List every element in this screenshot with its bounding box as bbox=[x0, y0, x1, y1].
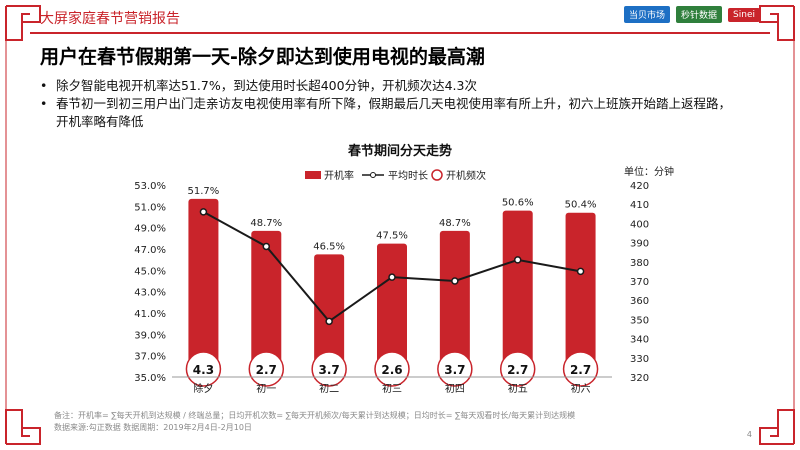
chart-title: 春节期间分天走势 bbox=[347, 144, 452, 159]
bar-value-label: 48.7% bbox=[439, 218, 471, 229]
left-axis-tick-label: 51.0% bbox=[134, 202, 166, 213]
avg-duration-point bbox=[388, 273, 396, 281]
left-axis-tick-label: 49.0% bbox=[134, 224, 166, 235]
slide-title: 用户在春节假期第一天-除夕即达到使用电视的最高潮 bbox=[40, 46, 485, 68]
dangbei-logo: 当贝市场 bbox=[624, 6, 671, 23]
bullet-text: 除夕智能电视开机率达51.7%，到达使用时长超400分钟，开机频次达4.3次 bbox=[56, 78, 477, 93]
left-axis-tick-label: 45.0% bbox=[134, 266, 166, 277]
avg-duration-point bbox=[513, 256, 522, 264]
category-label: 初一 bbox=[256, 382, 276, 395]
right-axis-tick-label: 400 bbox=[630, 219, 649, 230]
right-axis-tick-label: 390 bbox=[630, 239, 649, 250]
avg-duration-point bbox=[199, 208, 208, 216]
left-axis-tick-label: 41.0% bbox=[134, 309, 166, 320]
avg-duration-point bbox=[262, 242, 271, 251]
bar-value-label: 47.5% bbox=[376, 231, 408, 242]
category-label: 初五 bbox=[508, 382, 528, 395]
right-axis-tick-label: 370 bbox=[630, 277, 649, 288]
legend-label: 开机频次 bbox=[446, 169, 486, 182]
category-label: 初二 bbox=[319, 382, 339, 395]
partner-logos: 当贝市场 秒针数据 Sinei bbox=[624, 6, 760, 23]
legend-label: 开机率 bbox=[324, 169, 354, 182]
left-axis-tick-label: 43.0% bbox=[134, 288, 166, 299]
bar-value-label: 50.4% bbox=[565, 200, 597, 211]
category-label: 初三 bbox=[382, 382, 402, 395]
avg-duration-point bbox=[576, 267, 585, 276]
footer-source: 数据来源:勾正数据 数据周期：2019年2月4日-2月10日 bbox=[54, 423, 252, 432]
left-axis-tick-label: 53.0% bbox=[134, 181, 166, 192]
frequency-value-label: 3.7 bbox=[319, 363, 340, 377]
frequency-value-label: 3.7 bbox=[444, 363, 465, 377]
frequency-value-label: 4.3 bbox=[193, 363, 214, 377]
right-axis-tick-label: 380 bbox=[630, 258, 649, 269]
footer: 备注：开机率= ∑每天开机到达规模 / 终端总量；日均开机次数= ∑每天开机频次… bbox=[54, 410, 575, 434]
legend-circle-swatch bbox=[431, 169, 443, 181]
avg-duration-point bbox=[325, 317, 333, 326]
frequency-value-label: 2.7 bbox=[256, 363, 277, 377]
right-axis-tick-label: 330 bbox=[630, 354, 649, 365]
avg-duration-point bbox=[451, 277, 459, 285]
frequency-value-label: 2.7 bbox=[507, 363, 528, 377]
bar-open-rate bbox=[188, 198, 219, 377]
bar-value-label: 50.6% bbox=[502, 198, 534, 209]
bar-open-rate bbox=[502, 210, 533, 377]
right-axis-tick-label: 320 bbox=[630, 373, 649, 384]
bullet-text: 春节初一到初三用户出门走亲访友电视使用率有所下降，假期最后几天电视使用率有所上升… bbox=[56, 96, 732, 129]
sinei-logo: Sinei bbox=[728, 7, 760, 22]
bullet-item: • 春节初一到初三用户出门走亲访友电视使用率有所下降，假期最后几天电视使用率有所上… bbox=[40, 95, 740, 131]
frequency-value-label: 2.7 bbox=[570, 363, 591, 377]
left-axis-tick-label: 39.0% bbox=[134, 330, 166, 341]
page-number: 4 bbox=[746, 430, 752, 439]
bar-open-rate bbox=[565, 212, 596, 377]
left-axis-tick-label: 37.0% bbox=[134, 352, 166, 363]
category-label: 除夕 bbox=[193, 382, 213, 395]
right-axis-tick-label: 350 bbox=[630, 315, 649, 326]
left-axis-tick-label: 35.0% bbox=[134, 373, 166, 384]
category-label: 初六 bbox=[571, 382, 591, 395]
bar-value-label: 46.5% bbox=[313, 241, 345, 252]
footer-note: 备注：开机率= ∑每天开机到达规模 / 终端总量；日均开机次数= ∑每天开机频次… bbox=[54, 411, 576, 420]
right-axis-tick-label: 420 bbox=[630, 181, 649, 192]
bullet-list: • 除夕智能电视开机率达51.7%，到达使用时长超400分钟，开机频次达4.3次 … bbox=[40, 77, 740, 131]
gozen-logo: 秒针数据 bbox=[676, 6, 723, 23]
category-label: 初四 bbox=[445, 382, 465, 395]
legend-label: 平均时长 bbox=[388, 170, 428, 182]
bar-open-rate bbox=[251, 230, 282, 377]
bullet-item: • 除夕智能电视开机率达51.7%，到达使用时长超400分钟，开机频次达4.3次 bbox=[40, 78, 477, 93]
legend-bar-swatch bbox=[305, 171, 321, 179]
header-divider bbox=[30, 32, 770, 34]
unit-label: 单位：分钟 bbox=[624, 165, 674, 178]
right-axis-tick-label: 360 bbox=[630, 296, 649, 307]
left-axis-tick-label: 47.0% bbox=[134, 245, 166, 256]
legend-line-marker bbox=[370, 172, 376, 178]
right-axis-tick-label: 340 bbox=[630, 335, 649, 346]
bar-value-label: 48.7% bbox=[250, 218, 282, 229]
right-axis-tick-label: 410 bbox=[630, 200, 649, 211]
frequency-value-label: 2.6 bbox=[381, 363, 402, 377]
bar-open-rate bbox=[314, 254, 345, 377]
report-title: 大屏家庭春节营销报告 bbox=[40, 11, 180, 27]
bar-value-label: 51.7% bbox=[188, 186, 220, 197]
bar-open-rate bbox=[439, 230, 470, 377]
